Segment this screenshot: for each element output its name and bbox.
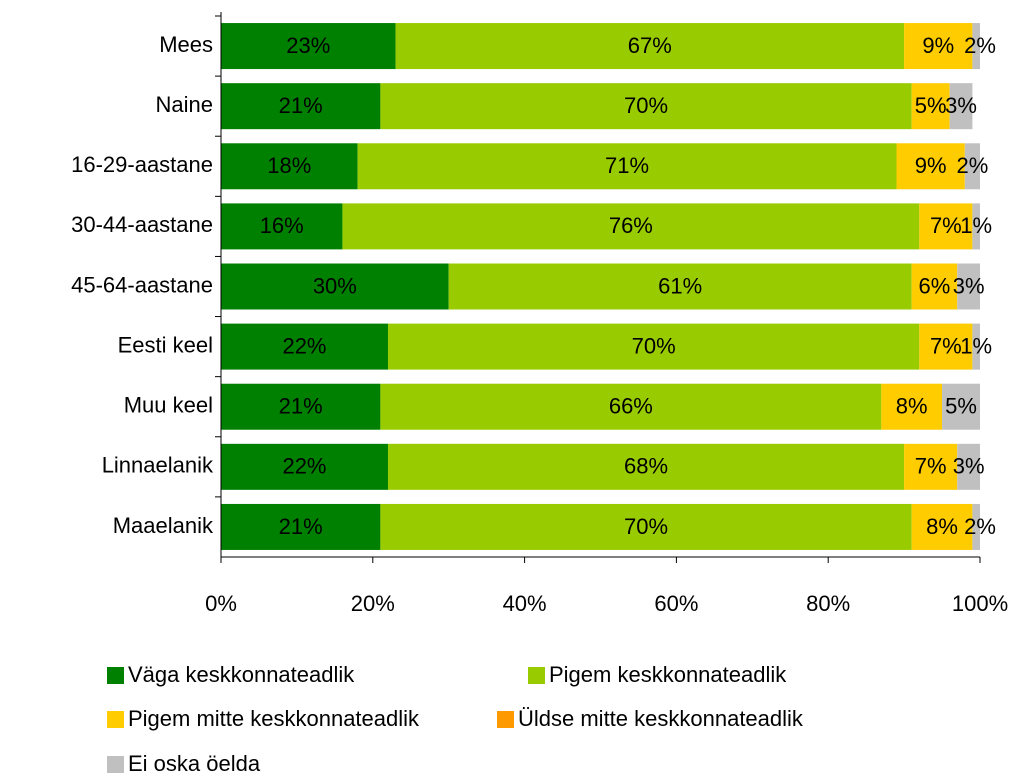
bar-segment (957, 263, 980, 310)
y-tick-label: 45-64-aastane (71, 272, 213, 297)
legend-swatch (497, 711, 514, 728)
data-label: 3% (953, 454, 985, 479)
bar-segment (964, 143, 980, 190)
data-label: 22% (282, 454, 326, 479)
y-tick-label: Eesti keel (118, 332, 213, 357)
legend-label: Üldse mitte keskkonnateadlik (518, 706, 804, 731)
legend-label: Väga keskkonnateadlik (128, 662, 355, 687)
data-label: 2% (957, 153, 989, 178)
data-label: 1% (960, 213, 992, 238)
bar-segment (972, 23, 980, 70)
bar-segment (357, 143, 897, 190)
bar-segment (221, 143, 358, 190)
data-label: 67% (628, 33, 672, 58)
bar-segment (387, 323, 920, 370)
data-label: 3% (945, 93, 977, 118)
bar-segment (881, 383, 943, 430)
data-label: 23% (286, 33, 330, 58)
data-label: 5% (945, 394, 977, 419)
data-label: 76% (609, 213, 653, 238)
data-label: 2% (964, 33, 996, 58)
bar-segment (221, 443, 388, 490)
data-label: 21% (279, 93, 323, 118)
data-label: 30% (313, 273, 357, 298)
data-label: 22% (282, 333, 326, 358)
data-label: 7% (930, 213, 962, 238)
bar-segment (911, 263, 958, 310)
bar-segment (949, 83, 973, 130)
bar-segment (448, 263, 912, 310)
data-label: 71% (605, 153, 649, 178)
data-label: 70% (624, 514, 668, 539)
data-label: 2% (964, 514, 996, 539)
bar-segment (380, 83, 912, 130)
x-tick-label: 60% (654, 591, 698, 616)
data-label: 18% (267, 153, 311, 178)
data-label: 3% (953, 273, 985, 298)
legend-swatch (528, 667, 545, 684)
data-label: 9% (922, 33, 954, 58)
y-tick-label: 16-29-aastane (71, 152, 213, 177)
y-tick-label: Mees (159, 32, 213, 57)
data-label: 21% (279, 514, 323, 539)
data-label: 1% (960, 333, 992, 358)
y-tick-label: Maaelanik (113, 513, 214, 538)
bar-segment (911, 503, 973, 550)
data-label: 8% (896, 394, 928, 419)
bar-segment (919, 203, 973, 250)
legend-label: Pigem mitte keskkonnateadlik (128, 706, 420, 731)
plot-area (221, 23, 980, 550)
bar-segment (942, 383, 980, 430)
bar-segment (380, 383, 882, 430)
x-tick-label: 40% (503, 591, 547, 616)
data-label: 16% (260, 213, 304, 238)
bar-segment (221, 323, 388, 370)
bar-segment (919, 323, 973, 370)
data-label: 6% (919, 273, 951, 298)
data-label: 5% (915, 93, 947, 118)
bar-segment (221, 503, 381, 550)
x-tick-label: 0% (205, 591, 237, 616)
bar-segment (342, 203, 920, 250)
data-label: 68% (624, 454, 668, 479)
data-label: 7% (915, 454, 947, 479)
bar-segment (972, 203, 980, 250)
y-tick-label: Linnaelanik (102, 453, 214, 478)
bar-segment (957, 443, 980, 490)
x-tick-label: 100% (952, 591, 1008, 616)
bar-segment (221, 383, 381, 430)
bar-segment (221, 203, 343, 250)
data-label: 61% (658, 273, 702, 298)
data-label: 21% (279, 394, 323, 419)
data-label: 66% (609, 394, 653, 419)
data-label: 7% (930, 333, 962, 358)
bar-segment (911, 83, 950, 130)
bar-segment (972, 323, 980, 370)
legend-swatch (107, 711, 124, 728)
x-tick-label: 20% (351, 591, 395, 616)
bar-segment (904, 443, 958, 490)
legend-label: Pigem keskkonnateadlik (549, 662, 787, 687)
legend-label: Ei oska öelda (128, 751, 261, 776)
x-tick-label: 80% (806, 591, 850, 616)
bar-segment (387, 443, 905, 490)
bar-segment (221, 23, 396, 70)
data-label: 8% (926, 514, 958, 539)
bar-segment (904, 23, 973, 70)
legend-swatch (107, 667, 124, 684)
data-label: 70% (632, 333, 676, 358)
bar-segment (221, 83, 381, 130)
legend-swatch (107, 756, 124, 773)
y-tick-label: Muu keel (124, 393, 213, 418)
bar-segment (380, 503, 912, 550)
y-tick-label: 30-44-aastane (71, 212, 213, 237)
bar-segment (395, 23, 905, 70)
bar-segment (896, 143, 965, 190)
bar-segment (221, 263, 449, 310)
data-label: 70% (624, 93, 668, 118)
data-label: 9% (915, 153, 947, 178)
bar-segment (972, 503, 980, 550)
y-tick-label: Naine (156, 92, 213, 117)
